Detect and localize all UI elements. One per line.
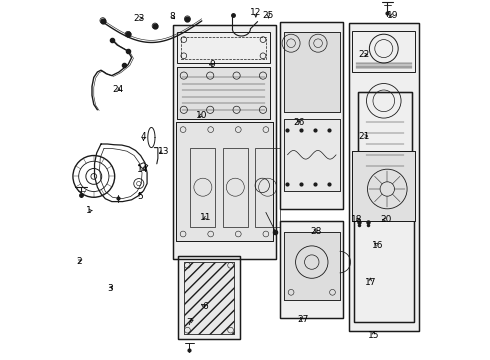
- Text: 13: 13: [157, 147, 169, 156]
- Text: 7: 7: [186, 318, 192, 327]
- Text: 3: 3: [107, 284, 113, 293]
- Bar: [284, 232, 340, 300]
- Text: 8: 8: [170, 12, 175, 21]
- Bar: [184, 262, 234, 334]
- Text: 24: 24: [113, 85, 124, 94]
- Text: 15: 15: [368, 331, 379, 340]
- Bar: [352, 151, 416, 221]
- Bar: [173, 25, 275, 259]
- Bar: [358, 92, 412, 175]
- Bar: [284, 32, 340, 112]
- Text: 25: 25: [263, 11, 274, 20]
- Bar: [178, 256, 240, 339]
- Bar: [349, 23, 419, 331]
- Bar: [181, 37, 266, 59]
- Text: 4: 4: [141, 132, 147, 141]
- Bar: [280, 221, 343, 318]
- Bar: [349, 23, 419, 331]
- Text: 11: 11: [199, 213, 211, 222]
- Bar: [280, 221, 343, 318]
- Bar: [352, 31, 416, 72]
- Text: 28: 28: [311, 227, 322, 236]
- Bar: [176, 122, 273, 241]
- Text: 22: 22: [358, 50, 369, 59]
- Bar: [190, 148, 216, 227]
- Text: 10: 10: [196, 111, 208, 120]
- Bar: [284, 32, 340, 112]
- Bar: [354, 180, 414, 322]
- Text: 14: 14: [137, 165, 148, 174]
- Text: 17: 17: [365, 278, 376, 287]
- Bar: [354, 180, 414, 322]
- Bar: [178, 256, 240, 339]
- Bar: [176, 122, 273, 241]
- Bar: [176, 32, 270, 63]
- Text: 2: 2: [76, 256, 82, 266]
- Text: 1: 1: [86, 206, 91, 215]
- Bar: [173, 25, 275, 259]
- Bar: [222, 148, 248, 227]
- Text: 16: 16: [372, 241, 384, 250]
- Bar: [352, 151, 416, 221]
- Text: 27: 27: [297, 315, 308, 324]
- Bar: [255, 148, 280, 227]
- Bar: [280, 22, 343, 209]
- Text: 18: 18: [351, 215, 362, 224]
- Text: 26: 26: [294, 118, 305, 127]
- Bar: [358, 92, 412, 175]
- Text: 9: 9: [210, 60, 216, 69]
- Bar: [280, 22, 343, 209]
- Text: 6: 6: [202, 302, 208, 311]
- Bar: [284, 119, 340, 191]
- Text: 12: 12: [250, 8, 262, 17]
- Bar: [284, 119, 340, 191]
- Bar: [176, 67, 270, 119]
- Bar: [358, 92, 412, 175]
- Text: 23: 23: [133, 14, 145, 23]
- Text: 5: 5: [138, 192, 144, 201]
- Text: 19: 19: [387, 11, 398, 20]
- Bar: [176, 67, 270, 119]
- Bar: [184, 262, 234, 334]
- Text: 21: 21: [358, 132, 369, 141]
- Bar: [284, 232, 340, 300]
- Text: 20: 20: [380, 215, 392, 224]
